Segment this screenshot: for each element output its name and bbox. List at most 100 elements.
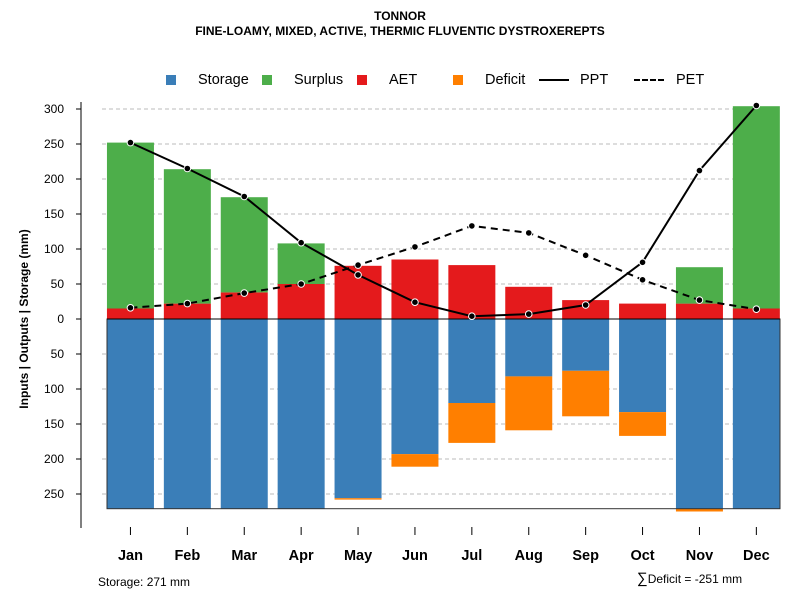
ppt-point-mar <box>240 192 249 201</box>
ppt-point-dec <box>752 101 761 110</box>
pet-point-sep <box>581 251 590 260</box>
y-tick-label: 50 <box>51 347 65 361</box>
ppt-point-apr <box>297 238 305 247</box>
legend-swatch-storage <box>166 75 176 85</box>
ppt-point-nov <box>695 166 704 175</box>
y-tick-label: 50 <box>51 277 65 291</box>
legend-label-aet: AET <box>389 72 418 88</box>
ppt-point-aug <box>524 310 533 318</box>
deficit-bar-sep <box>562 370 610 417</box>
legend-label-pet: PET <box>676 72 705 88</box>
axes: 300 250 200 150 100 50 0 50 100 150 200 250 Inputs |… <box>17 102 770 564</box>
aet-bar-dec <box>732 308 780 319</box>
chart-subtitle: FINE-LOAMY, MIXED, ACTIVE, THERMIC FLUVE… <box>195 24 605 38</box>
x-tick-label-feb: Feb <box>174 548 200 564</box>
x-tick-label-oct: Oct <box>630 548 654 564</box>
chart-title: TONNOR <box>374 9 426 23</box>
y-tick-label: 300 <box>44 102 64 116</box>
x-tick-label-mar: Mar <box>231 548 257 564</box>
surplus-bar-jan <box>106 142 154 309</box>
aet-bar-apr <box>277 284 325 319</box>
lines <box>126 101 761 321</box>
y-axis-title: Inputs | Outputs | Storage (mm) <box>17 229 31 408</box>
storage-bar-dec <box>732 319 780 509</box>
sigma-symbol: ∑ <box>637 570 648 587</box>
surplus-bar-dec <box>732 106 780 309</box>
legend-swatch-aet <box>357 75 367 85</box>
y-tick-label: 250 <box>44 137 64 151</box>
pet-point-aug <box>524 229 533 237</box>
aet-bar-jun <box>391 259 439 319</box>
storage-frame <box>106 318 781 510</box>
pet-line <box>130 224 757 311</box>
grid-lines <box>102 108 780 495</box>
x-tick-label-nov: Nov <box>686 548 713 564</box>
x-tick-label-apr: Apr <box>289 548 314 564</box>
ppt-line <box>129 104 758 318</box>
y-tick-label: 250 <box>44 487 64 501</box>
pet-point-jul <box>468 222 476 230</box>
ppt-point-may <box>354 271 362 279</box>
x-tick-label-sep: Sep <box>572 548 599 564</box>
aet-bar-oct <box>619 303 667 319</box>
y-tick-label: 100 <box>44 242 64 256</box>
pet-point-may <box>354 261 362 269</box>
pet-point-oct <box>638 276 647 284</box>
bars <box>106 106 780 512</box>
x-tick-label-may: May <box>344 548 372 564</box>
deficit-bar-jun <box>391 454 439 467</box>
deficit-bar-nov <box>675 508 723 512</box>
storage-bar-jun <box>391 319 439 455</box>
storage-bar-feb <box>163 319 211 509</box>
aet-bar-nov <box>675 303 723 319</box>
legend-swatch-surplus <box>262 75 272 85</box>
deficit-total: Deficit = -251 mm <box>647 572 743 586</box>
deficit-bar-jul <box>448 403 496 443</box>
aet-bar-jul <box>448 265 496 319</box>
pet-point-apr <box>297 280 305 288</box>
pet-point-jun <box>411 243 419 251</box>
deficit-bar-oct <box>619 412 667 436</box>
aet-bar-feb <box>163 303 211 319</box>
x-tick-label-jan: Jan <box>118 548 143 564</box>
y-tick-label: 150 <box>44 417 64 431</box>
pet-point-dec <box>752 305 761 314</box>
legend-label-storage: Storage <box>198 72 249 88</box>
pet-point-mar <box>240 289 249 297</box>
ppt-point-jul <box>468 312 476 321</box>
legend-label-ppt: PPT <box>580 72 609 88</box>
storage-footnote: Storage: 271 mm <box>98 575 191 589</box>
y-tick-label: 200 <box>44 452 64 466</box>
deficit-footnote: ∑Deficit = -251 mm <box>637 570 742 587</box>
ppt-point-oct <box>638 258 647 267</box>
storage-bar-jan <box>106 319 154 509</box>
storage-bar-aug <box>505 319 553 377</box>
storage-bar-may <box>334 319 382 499</box>
x-tick-label-jul: Jul <box>461 548 482 564</box>
ppt-point-jun <box>411 298 419 307</box>
pet-point-nov <box>695 296 704 304</box>
legend-line-ppt <box>539 79 569 81</box>
pet-point-jan <box>126 304 135 312</box>
legend: Storage Surplus AET Deficit PPT PET <box>0 70 800 90</box>
ppt-point-jan <box>126 138 135 147</box>
x-tick-label-dec: Dec <box>743 548 770 564</box>
deficit-bar-aug <box>505 376 553 431</box>
legend-line-pet <box>634 79 664 81</box>
storage-bar-nov <box>675 319 723 509</box>
pet-point-feb <box>183 299 192 308</box>
aet-bar-sep <box>562 300 610 319</box>
ppt-point-feb <box>183 164 192 173</box>
y-tick-label: 150 <box>44 207 64 221</box>
x-tick-label-aug: Aug <box>515 548 543 564</box>
y-tick-label: 100 <box>44 382 64 396</box>
legend-label-surplus: Surplus <box>294 72 344 88</box>
surplus-bar-mar <box>220 197 268 293</box>
storage-bar-oct <box>619 319 667 413</box>
aet-bar-jan <box>106 308 154 319</box>
x-tick-label-jun: Jun <box>402 548 428 564</box>
legend-label-deficit: Deficit <box>485 72 526 88</box>
y-tick-label: 0 <box>57 312 64 326</box>
storage-bar-mar <box>220 319 268 509</box>
